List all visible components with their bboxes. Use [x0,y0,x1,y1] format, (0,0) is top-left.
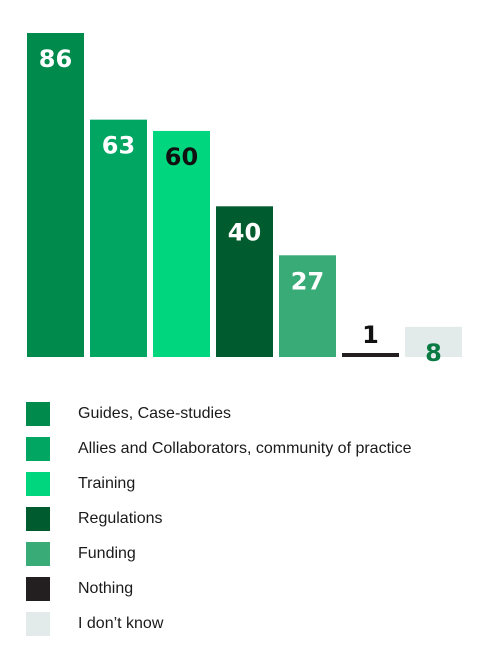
legend-swatch [26,401,50,426]
legend-label: Funding [78,544,136,562]
data-label-training: 60 [165,143,198,171]
legend-item-allies: Allies and Collaborators, community of p… [26,436,486,461]
legend-label: Guides, Case-studies [78,404,231,422]
legend-swatch [26,506,50,531]
bar-nothing [342,353,399,357]
data-label-guides: 86 [39,45,72,73]
legend-item-dont-know: I don’t know [26,611,486,636]
bar-dont-know [405,326,462,357]
legend-label: Training [78,474,136,492]
data-label-nothing: 1 [362,321,379,349]
legend-swatch [26,611,50,636]
legend-item-funding: Funding [26,541,486,566]
legend-item-training: Training [26,471,486,496]
data-label-funding: 27 [291,267,324,295]
legend-label: Regulations [78,509,163,527]
data-label-dont-know: 8 [425,339,442,367]
legend-item-regulations: Regulations [26,506,486,531]
bar-funding [279,255,336,357]
bar-regulations [216,206,273,357]
bar-allies [90,119,147,358]
bar-guides [27,33,84,357]
bar-chart: 86 63 60 40 27 1 8 [27,33,462,367]
legend-label: Allies and Collaborators, community of p… [78,439,412,457]
legend-item-guides: Guides, Case-studies [26,401,486,426]
data-labels-group: 86 63 60 40 27 1 8 [39,45,442,367]
bar-training [153,130,210,357]
legend-swatch [26,576,50,601]
data-label-allies: 63 [102,132,135,160]
legend-label: I don’t know [78,614,164,632]
legend-label: Nothing [78,579,134,597]
data-label-regulations: 40 [228,218,261,246]
legend: Guides, Case-studies Allies and Collabor… [26,401,486,647]
legend-swatch [26,436,50,461]
legend-swatch [26,471,50,496]
bars-group [27,33,462,358]
legend-swatch [26,541,50,566]
legend-item-nothing: Nothing [26,576,486,601]
